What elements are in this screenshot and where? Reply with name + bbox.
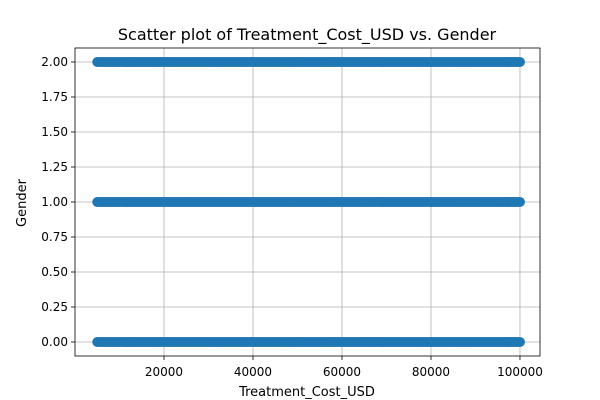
x-tick-label: 60000 xyxy=(323,365,361,379)
points-layer xyxy=(92,57,525,347)
chart-title: Scatter plot of Treatment_Cost_USD vs. G… xyxy=(118,25,497,45)
y-tick-label: 1.75 xyxy=(41,90,68,104)
y-tick-label: 0.75 xyxy=(41,230,68,244)
x-tick-label: 40000 xyxy=(234,365,272,379)
y-tick-label: 2.00 xyxy=(41,55,68,69)
x-axis-ticks: 20000 40000 60000 80000 100000 xyxy=(145,356,543,379)
y-tick-label: 1.50 xyxy=(41,125,68,139)
y-axis-ticks: 0.00 0.25 0.50 0.75 1.00 1.25 1.50 1.75 2.00 xyxy=(41,55,75,349)
x-tick-label: 20000 xyxy=(145,365,183,379)
y-axis-label: Gender xyxy=(15,178,30,227)
x-axis-label: Treatment_Cost_USD xyxy=(238,385,375,400)
scatter-point xyxy=(514,197,525,207)
x-tick-label: 80000 xyxy=(412,365,450,379)
scatter-point xyxy=(514,337,525,347)
x-tick-label: 100000 xyxy=(497,365,543,379)
y-tick-label: 0.00 xyxy=(41,335,68,349)
y-tick-label: 1.25 xyxy=(41,160,68,174)
y-tick-label: 0.25 xyxy=(41,300,68,314)
scatter-point xyxy=(514,57,525,67)
y-tick-label: 1.00 xyxy=(41,195,68,209)
y-tick-label: 0.50 xyxy=(41,265,68,279)
